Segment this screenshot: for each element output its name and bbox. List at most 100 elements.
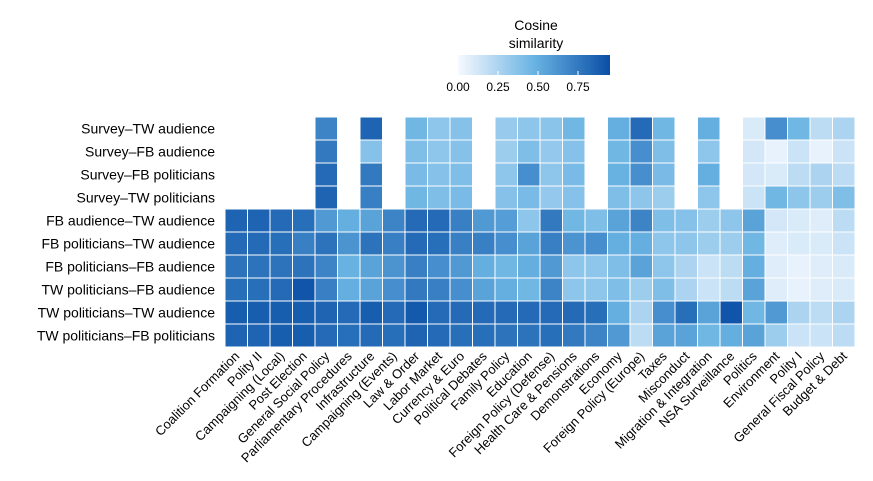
heatmap-cell [494,254,518,279]
heatmap-cell [719,231,743,256]
heatmap-cell [404,323,428,348]
heatmap-cell [314,277,338,302]
heatmap-cell [697,231,721,256]
heatmap-cell [247,208,271,233]
heatmap-cell [337,300,361,325]
heatmap-cell [652,116,676,141]
heatmap-cell [337,208,361,233]
heatmap-cell [697,162,721,187]
heatmap-cell [607,208,631,233]
heatmap-cell [629,162,653,187]
heatmap-cell [539,231,563,256]
legend-tick-label: 0.00 [446,80,470,94]
heatmap-cell [427,231,451,256]
heatmap-cell [224,231,248,256]
heatmap-cell [607,116,631,141]
heatmap-cell [427,254,451,279]
heatmap-cell [494,323,518,348]
heatmap-cell [697,277,721,302]
heatmap-cell [832,277,856,302]
heatmap-cell [764,323,788,348]
heatmap-cell [697,254,721,279]
heatmap-cell [674,254,698,279]
heatmap-cell [517,208,541,233]
heatmap-cell [652,254,676,279]
heatmap-cell [832,139,856,164]
heatmap-cell [562,139,586,164]
heatmap-cell [539,277,563,302]
heatmap-cell [494,116,518,141]
heatmap-cell [809,323,833,348]
heatmap-cell [607,231,631,256]
heatmap-cell [247,277,271,302]
row-label: FB audience–TW audience [46,213,215,229]
heatmap-cell [809,300,833,325]
row-label: Survey–TW politicians [77,190,216,206]
heatmap-cell [224,254,248,279]
heatmap-cell [787,208,811,233]
heatmap-cell [269,231,293,256]
heatmap-cell [494,162,518,187]
heatmap-cell [652,185,676,210]
heatmap-cell [787,254,811,279]
heatmap-cell [359,162,383,187]
heatmap-cell [517,231,541,256]
heatmap-cell [292,277,316,302]
heatmap-cell [427,300,451,325]
heatmap-cell [494,185,518,210]
heatmap-cell [359,277,383,302]
heatmap-cell [292,231,316,256]
heatmap-cell [584,277,608,302]
heatmap-cell [742,185,766,210]
heatmap-cell [359,185,383,210]
heatmap-cell [562,277,586,302]
heatmap-cell [224,300,248,325]
heatmap-cell [427,185,451,210]
heatmap-cell [674,231,698,256]
legend-title-line-1: Cosine [514,17,558,33]
heatmap-cell [517,254,541,279]
heatmap-cell [652,277,676,302]
heatmap-cell [607,300,631,325]
heatmap-cell [472,277,496,302]
heatmap-cell [584,323,608,348]
heatmap-cell [764,139,788,164]
heatmap-cell [224,277,248,302]
heatmap-cell [832,300,856,325]
heatmap-cell [584,254,608,279]
heatmap-cell [764,162,788,187]
legend-title-line-2: similarity [509,35,563,51]
heatmap-cell [224,323,248,348]
heatmap-cell [404,208,428,233]
heatmap-cell [629,254,653,279]
row-label: TW politicians–FB politicians [37,328,215,344]
heatmap-cell [787,116,811,141]
heatmap-cell [494,300,518,325]
heatmap-cell [404,231,428,256]
heatmap-cell [224,208,248,233]
heatmap-cell [247,231,271,256]
column-label: Coalition Formation [152,349,242,439]
heatmap-cell [629,323,653,348]
heatmap-cell [652,162,676,187]
heatmap-cell [517,300,541,325]
heatmap-cell [382,300,406,325]
heatmap-cell [359,254,383,279]
heatmap-cell [562,116,586,141]
heatmap-cell [404,162,428,187]
heatmap-cell [404,139,428,164]
heatmap-cell [674,323,698,348]
heatmap-cell [674,300,698,325]
heatmap-cell [809,185,833,210]
heatmap-cell [562,323,586,348]
heatmap-cell [292,208,316,233]
heatmap-cell [359,300,383,325]
heatmap-cell [742,139,766,164]
heatmap-cell [832,323,856,348]
heatmap-cell [562,162,586,187]
row-label: Survey–FB politicians [80,167,215,183]
heatmap-cell [697,208,721,233]
heatmap-cell [832,162,856,187]
heatmap-cell [427,277,451,302]
heatmap-cell [269,300,293,325]
